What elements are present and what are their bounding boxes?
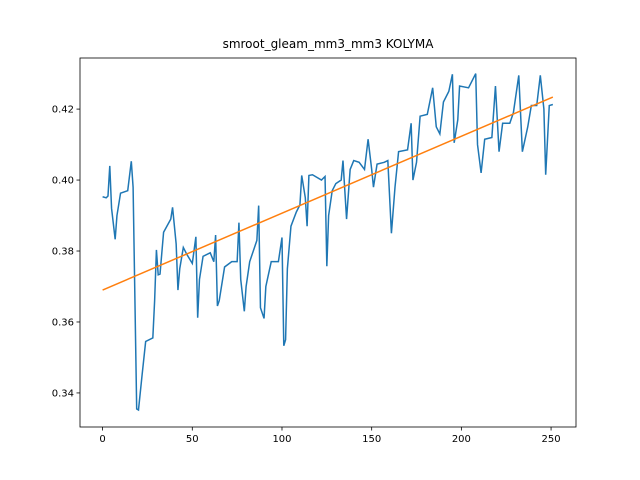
- x-tick-label: 150: [362, 434, 381, 445]
- chart-title: smroot_gleam_mm3_mm3 KOLYMA: [223, 37, 435, 51]
- y-tick-label: 0.40: [52, 176, 74, 187]
- data-line: [102, 96, 554, 291]
- x-tick-label: 0: [99, 434, 105, 445]
- x-tick-label: 50: [186, 434, 199, 445]
- x-tick-label: 250: [542, 434, 561, 445]
- x-tick-label: 200: [452, 434, 471, 445]
- y-tick-label: 0.38: [52, 247, 74, 258]
- y-tick-label: 0.36: [52, 317, 74, 328]
- y-tick-label: 0.34: [52, 388, 74, 399]
- data-line: [102, 73, 554, 412]
- y-tick-label: 0.42: [52, 105, 74, 116]
- x-tick-label: 100: [272, 434, 291, 445]
- plot-frame: [79, 57, 577, 428]
